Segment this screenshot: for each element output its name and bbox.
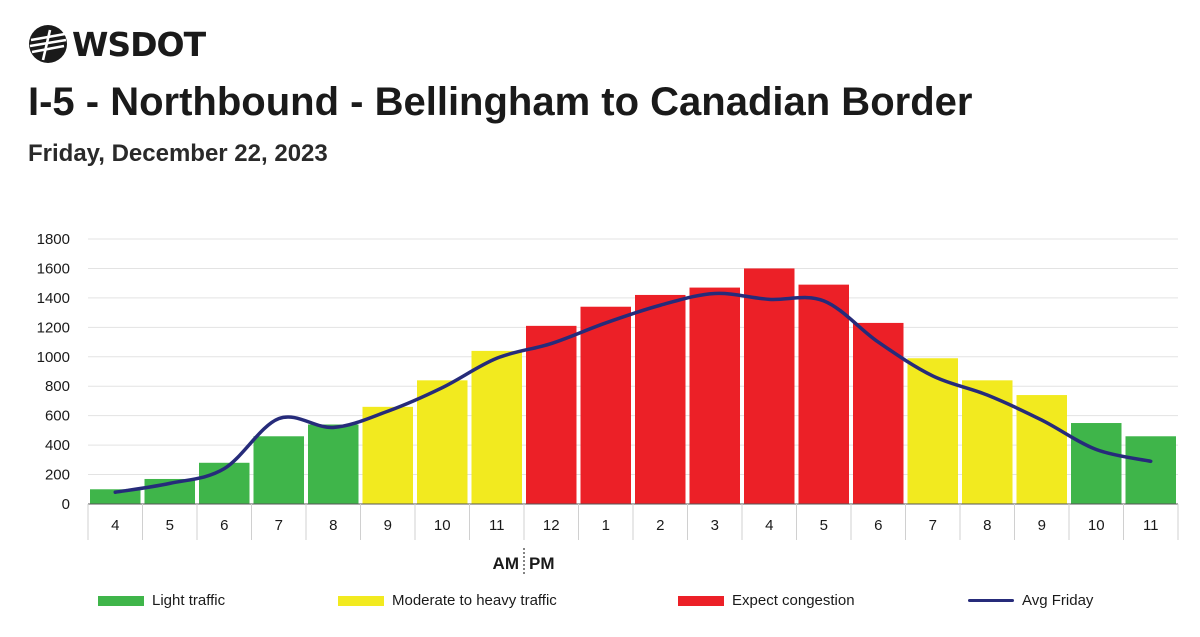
avg-friday-line <box>113 291 1153 494</box>
pm-label: PM <box>529 554 555 573</box>
legend-moderate-swatch <box>338 595 384 606</box>
x-tick-label: 4 <box>765 517 773 534</box>
y-tick-label: 1600 <box>37 260 70 277</box>
logo-text: WSDOT <box>72 24 206 64</box>
am-label: AM <box>493 554 519 573</box>
legend-congestion-label: Expect congestion <box>732 592 855 609</box>
legend-congestion: Expect congestion <box>678 592 855 609</box>
x-tick-label: 8 <box>329 517 337 534</box>
x-tick-label: 6 <box>220 517 228 534</box>
bar <box>90 489 141 504</box>
bar <box>853 322 904 504</box>
bar <box>1125 436 1176 504</box>
legend-light-label: Light traffic <box>152 592 226 609</box>
x-tick-label: 10 <box>434 517 451 534</box>
page-subtitle: Friday, December 22, 2023 <box>28 140 328 167</box>
y-tick-label: 1000 <box>37 349 70 366</box>
x-tick-label: 1 <box>602 517 610 534</box>
y-tick-label: 600 <box>45 408 70 425</box>
y-tick-label: 400 <box>45 437 70 454</box>
bar <box>526 325 577 504</box>
x-tick-label: 11 <box>1143 517 1159 534</box>
axes <box>87 503 1179 576</box>
legend-moderate-label: Moderate to heavy traffic <box>392 592 557 609</box>
legend: Light traffic Moderate to heavy traffic … <box>0 592 1200 612</box>
legend-avg-swatch <box>968 599 1014 602</box>
x-tick-label: 5 <box>166 517 174 534</box>
y-tick-label: 1800 <box>37 231 70 248</box>
y-tick-label: 0 <box>62 496 70 513</box>
y-tick-label: 200 <box>45 467 70 484</box>
x-tick-label: 9 <box>1038 517 1046 534</box>
bar <box>798 284 849 504</box>
x-tick-label: 6 <box>874 517 882 534</box>
legend-light-swatch <box>98 595 144 606</box>
x-tick-label: 10 <box>1088 517 1105 534</box>
y-tick-label: 800 <box>45 378 70 395</box>
x-tick-label: 5 <box>820 517 828 534</box>
bar <box>580 306 631 504</box>
x-tick-label: 7 <box>929 517 937 534</box>
legend-light: Light traffic <box>98 592 225 609</box>
y-tick-label: 1200 <box>37 319 70 336</box>
bar <box>907 358 958 504</box>
bar <box>689 287 740 504</box>
legend-avg-label: Avg Friday <box>1022 592 1094 609</box>
wsdot-logo: WSDOT <box>28 24 206 64</box>
x-tick-label: 4 <box>111 517 119 534</box>
avg-line-layer <box>113 291 1153 494</box>
wsdot-globe-icon <box>29 25 67 63</box>
y-tick-label: 1400 <box>37 290 70 307</box>
tick-labels: 0 200 400 600 800 1000 1200 1400 1600 1800 4 5 6 7 8 9 1… <box>37 231 1159 573</box>
bar <box>253 436 304 504</box>
bar <box>962 380 1013 504</box>
bars <box>90 268 1176 504</box>
bar <box>744 268 795 504</box>
x-tick-label: 12 <box>543 517 560 534</box>
legend-avg: Avg Friday <box>968 592 1093 609</box>
legend-moderate: Moderate to heavy traffic <box>338 592 557 609</box>
x-tick-label: 11 <box>489 517 505 534</box>
page-title: I-5 - Northbound - Bellingham to Canadia… <box>28 80 973 124</box>
bar <box>471 350 522 504</box>
bar <box>1071 423 1122 504</box>
x-tick-label: 9 <box>384 517 392 534</box>
gridlines <box>88 238 1178 476</box>
x-tick-label: 8 <box>983 517 991 534</box>
x-tick-label: 7 <box>275 517 283 534</box>
bar <box>417 380 468 504</box>
bar <box>362 406 413 504</box>
x-tick-label: 2 <box>656 517 664 534</box>
x-tick-label: 3 <box>711 517 719 534</box>
bar <box>635 294 686 504</box>
legend-congestion-swatch <box>678 595 724 606</box>
bar <box>308 424 359 504</box>
